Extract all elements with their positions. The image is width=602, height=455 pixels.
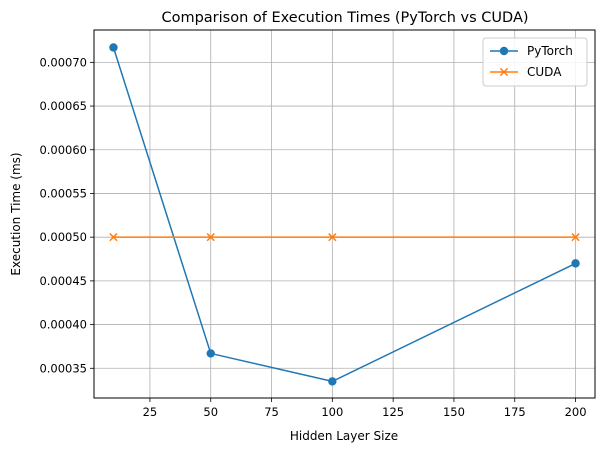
legend-item-cuda: CUDA — [490, 65, 562, 79]
y-tick-label: 0.00040 — [39, 318, 87, 332]
x-axis: 25 50 75 100 125 150 175 200 — [143, 398, 587, 419]
pytorch-data-point — [109, 43, 118, 52]
x-tick-label: 125 — [382, 405, 404, 419]
chart-title: Comparison of Execution Times (PyTorch v… — [161, 10, 528, 26]
y-axis: 0.00035 0.00040 0.00045 0.00050 0.00055 0.000… — [39, 55, 94, 375]
legend: PyTorch CUDA — [482, 37, 588, 87]
y-tick-label: 0.00055 — [39, 186, 87, 200]
legend-item-pytorch: PyTorch — [490, 44, 573, 58]
pytorch-series-line — [112, 47, 576, 383]
legend-marker-pytorch — [499, 46, 509, 56]
y-tick-label: 0.00050 — [39, 230, 87, 244]
y-tick-label: 0.00065 — [39, 99, 87, 113]
y-tick-label: 0.00035 — [39, 361, 87, 375]
legend-label-pytorch: PyTorch — [527, 44, 573, 58]
grid — [94, 30, 595, 398]
cuda-data-point — [328, 233, 337, 242]
y-tick-label: 0.00045 — [39, 274, 87, 288]
x-tick-label: 75 — [264, 405, 279, 419]
x-tick-label: 200 — [565, 405, 587, 419]
pytorch-data-point — [206, 349, 215, 358]
series-layer — [109, 43, 580, 386]
legend-label-cuda: CUDA — [527, 65, 562, 79]
legend-box — [482, 37, 588, 87]
cuda-data-point — [206, 233, 215, 242]
y-tick-label: 0.00070 — [39, 55, 87, 69]
plot-frame — [93, 29, 596, 399]
x-axis-label: Hidden Layer Size — [290, 429, 398, 443]
pytorch-data-point — [328, 377, 337, 386]
x-tick-label: 100 — [321, 405, 343, 419]
legend-marker-cuda — [499, 67, 509, 77]
x-tick-label: 175 — [504, 405, 526, 419]
cuda-data-point — [109, 233, 118, 242]
x-tick-label: 25 — [143, 405, 158, 419]
pytorch-data-point — [571, 259, 580, 268]
x-tick-label: 50 — [203, 405, 218, 419]
cuda-data-point — [571, 233, 580, 242]
x-tick-label: 150 — [443, 405, 465, 419]
y-tick-label: 0.00060 — [39, 143, 87, 157]
y-axis-label: Execution Time (ms) — [9, 152, 23, 275]
